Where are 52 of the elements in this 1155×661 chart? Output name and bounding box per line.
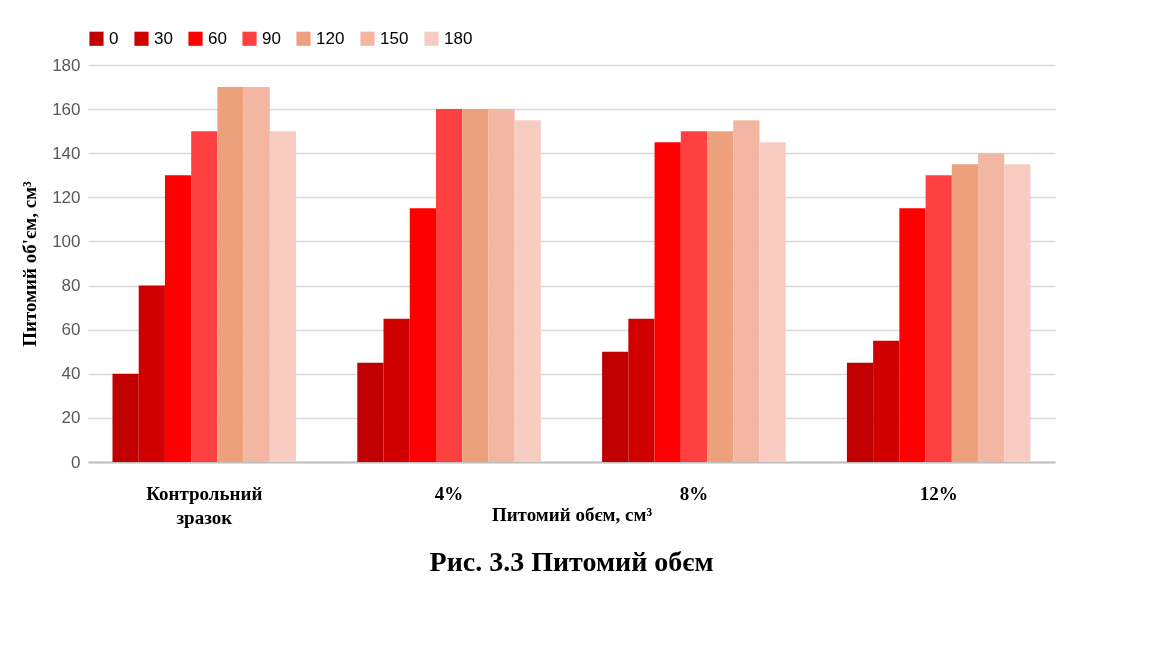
- y-axis-title: Питомий об'єм, см³: [19, 180, 41, 347]
- y-tick-label: 0: [71, 452, 81, 472]
- bar: [164, 175, 192, 462]
- bar: [654, 142, 681, 462]
- bar: [409, 208, 436, 462]
- legend-label: 0: [109, 28, 119, 48]
- legend-label: 180: [444, 28, 473, 48]
- bar: [733, 120, 760, 462]
- bar: [951, 164, 979, 462]
- bar: [191, 131, 218, 462]
- y-tick-label: 120: [52, 187, 81, 207]
- bar: [383, 318, 410, 462]
- bar: [514, 120, 541, 462]
- x-tick-label: 8%: [679, 482, 709, 504]
- bar: [628, 318, 655, 462]
- x-tick-label: Контрольний зразок: [146, 482, 263, 528]
- bar: [1004, 164, 1031, 462]
- text: Рис. 3.3 Питомий обєм: [429, 546, 714, 577]
- y-tick-label: 80: [61, 276, 81, 296]
- y-tick-label: 20: [61, 408, 81, 428]
- bar: [488, 109, 515, 462]
- y-tick-label: 60: [61, 320, 81, 340]
- y-tick-label: 180: [52, 55, 81, 75]
- legend-label: 30: [154, 28, 173, 48]
- x-tick-label: 4%: [434, 482, 464, 504]
- bar: [435, 109, 463, 462]
- x-tick-label: 12%: [919, 482, 958, 504]
- bar: [846, 362, 874, 462]
- y-tick-label: 160: [52, 99, 81, 119]
- bar: [680, 131, 708, 462]
- x-axis-title: Питомий обєм, см³: [491, 503, 653, 525]
- bar: [243, 87, 270, 462]
- legend-label: 90: [262, 28, 281, 48]
- bar: [462, 109, 489, 462]
- y-tick-label: 140: [52, 143, 81, 163]
- bar: [357, 362, 384, 462]
- y-tick-label: 100: [52, 231, 81, 251]
- bar: [759, 142, 786, 462]
- legend-label: 150: [380, 28, 409, 48]
- bar: [925, 175, 952, 462]
- y-tick-label: 40: [61, 364, 81, 384]
- bar: [873, 340, 900, 462]
- bar: [978, 153, 1005, 462]
- bar: [112, 373, 139, 462]
- bar: [602, 351, 629, 462]
- bar: [217, 87, 244, 462]
- bar: [269, 131, 297, 462]
- bar: [899, 208, 926, 462]
- bar: [138, 285, 165, 462]
- legend-label: 120: [316, 28, 345, 48]
- legend-label: 60: [208, 28, 227, 48]
- bar: [707, 131, 734, 462]
